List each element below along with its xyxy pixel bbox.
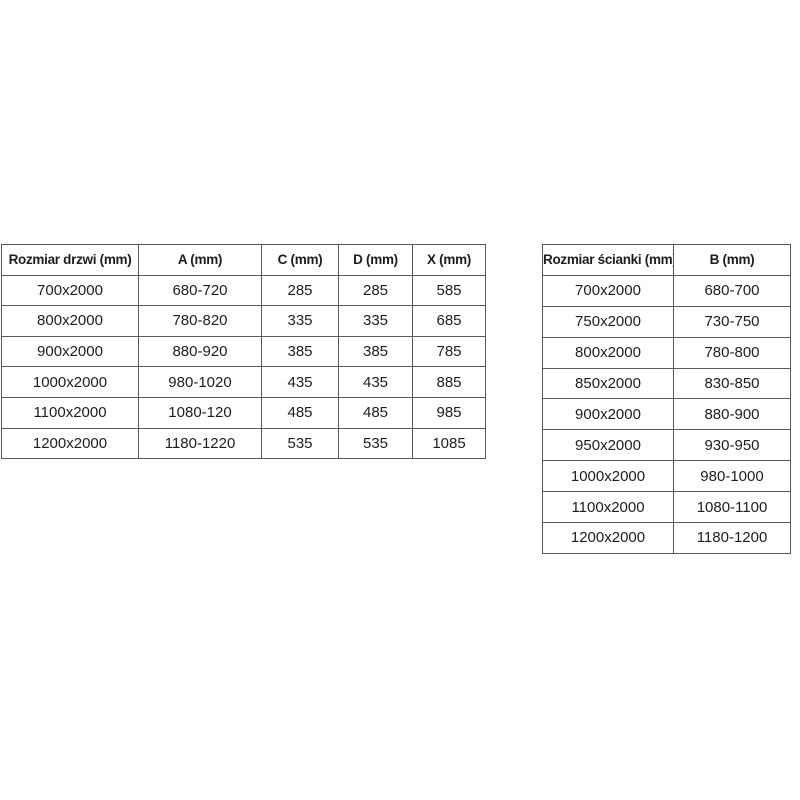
table-cell: 700x2000: [542, 274, 674, 307]
table-cell: 1180-1200: [673, 522, 791, 554]
table-cell: 730-750: [673, 305, 791, 338]
table-row: 700x2000 680-720 285 285 585: [1, 274, 486, 307]
table-cell: 685: [412, 305, 486, 337]
table-cell: 900x2000: [1, 335, 139, 368]
table-header-row: Rozmiar ścianki (mm) B (mm): [542, 244, 791, 276]
table-cell: 1180-1220: [138, 427, 262, 460]
table-cell: 785: [412, 335, 486, 368]
table-cell: 385: [261, 335, 339, 368]
table-row: 950x2000 930-950: [542, 429, 791, 462]
table-cell: 780-800: [673, 336, 791, 369]
table-cell: 1200x2000: [1, 427, 139, 460]
table-header-cell: B (mm): [673, 244, 791, 276]
table-cell: 680-700: [673, 274, 791, 307]
table-cell: 285: [338, 274, 413, 307]
table-header-cell: Rozmiar drzwi (mm): [1, 244, 139, 276]
table-header-cell: Rozmiar ścianki (mm): [542, 244, 674, 276]
table-header-cell: C (mm): [261, 244, 339, 276]
table-cell: 780-820: [138, 305, 262, 337]
table-cell: 585: [412, 274, 486, 307]
table-row: 1000x2000 980-1000: [542, 460, 791, 493]
table-cell: 830-850: [673, 367, 791, 400]
table-row: 1200x2000 1180-1220 535 535 1085: [1, 427, 486, 460]
table-header-cell: X (mm): [412, 244, 486, 276]
table-cell: 285: [261, 274, 339, 307]
wall-size-table: Rozmiar ścianki (mm) B (mm) 700x2000 680-70…: [542, 244, 791, 554]
table-cell: 1000x2000: [542, 460, 674, 493]
table-cell: 980-1000: [673, 460, 791, 493]
table-header-cell: D (mm): [338, 244, 413, 276]
table-row: 750x2000 730-750: [542, 305, 791, 338]
door-size-table: Rozmiar drzwi (mm) A (mm) C (mm) D (mm) X (m…: [1, 244, 486, 460]
table-cell: 700x2000: [1, 274, 139, 307]
table-row: 850x2000 830-850: [542, 367, 791, 400]
table-cell: 485: [261, 396, 339, 429]
table-cell: 900x2000: [542, 398, 674, 431]
table-header-row: Rozmiar drzwi (mm) A (mm) C (mm) D (mm) X (m…: [1, 244, 486, 276]
table-cell: 930-950: [673, 429, 791, 462]
table-cell: 335: [338, 305, 413, 337]
table-row: 800x2000 780-820 335 335 685: [1, 305, 486, 337]
table-cell: 335: [261, 305, 339, 337]
table-cell: 1085: [412, 427, 486, 460]
table-cell: 485: [338, 396, 413, 429]
table-cell: 1100x2000: [542, 491, 674, 524]
table-cell: 1080-1100: [673, 491, 791, 524]
table-cell: 1100x2000: [1, 396, 139, 429]
table-cell: 800x2000: [1, 305, 139, 337]
table-cell: 800x2000: [542, 336, 674, 369]
table-row: 1100x2000 1080-120 485 485 985: [1, 396, 486, 429]
table-row: 900x2000 880-900: [542, 398, 791, 431]
table-cell: 750x2000: [542, 305, 674, 338]
table-cell: 435: [338, 366, 413, 398]
table-cell: 850x2000: [542, 367, 674, 400]
table-cell: 535: [261, 427, 339, 460]
table-cell: 950x2000: [542, 429, 674, 462]
table-cell: 680-720: [138, 274, 262, 307]
table-row: 1200x2000 1180-1200: [542, 522, 791, 554]
table-cell: 535: [338, 427, 413, 460]
table-cell: 1080-120: [138, 396, 262, 429]
table-row: 700x2000 680-700: [542, 274, 791, 307]
table-cell: 385: [338, 335, 413, 368]
table-row: 800x2000 780-800: [542, 336, 791, 369]
table-row: 1100x2000 1080-1100: [542, 491, 791, 524]
table-cell: 435: [261, 366, 339, 398]
table-cell: 1200x2000: [542, 522, 674, 554]
table-row: 900x2000 880-920 385 385 785: [1, 335, 486, 368]
table-cell: 980-1020: [138, 366, 262, 398]
table-cell: 880-900: [673, 398, 791, 431]
table-header-cell: A (mm): [138, 244, 262, 276]
table-cell: 880-920: [138, 335, 262, 368]
table-cell: 885: [412, 366, 486, 398]
table-cell: 1000x2000: [1, 366, 139, 398]
table-row: 1000x2000 980-1020 435 435 885: [1, 366, 486, 398]
table-cell: 985: [412, 396, 486, 429]
